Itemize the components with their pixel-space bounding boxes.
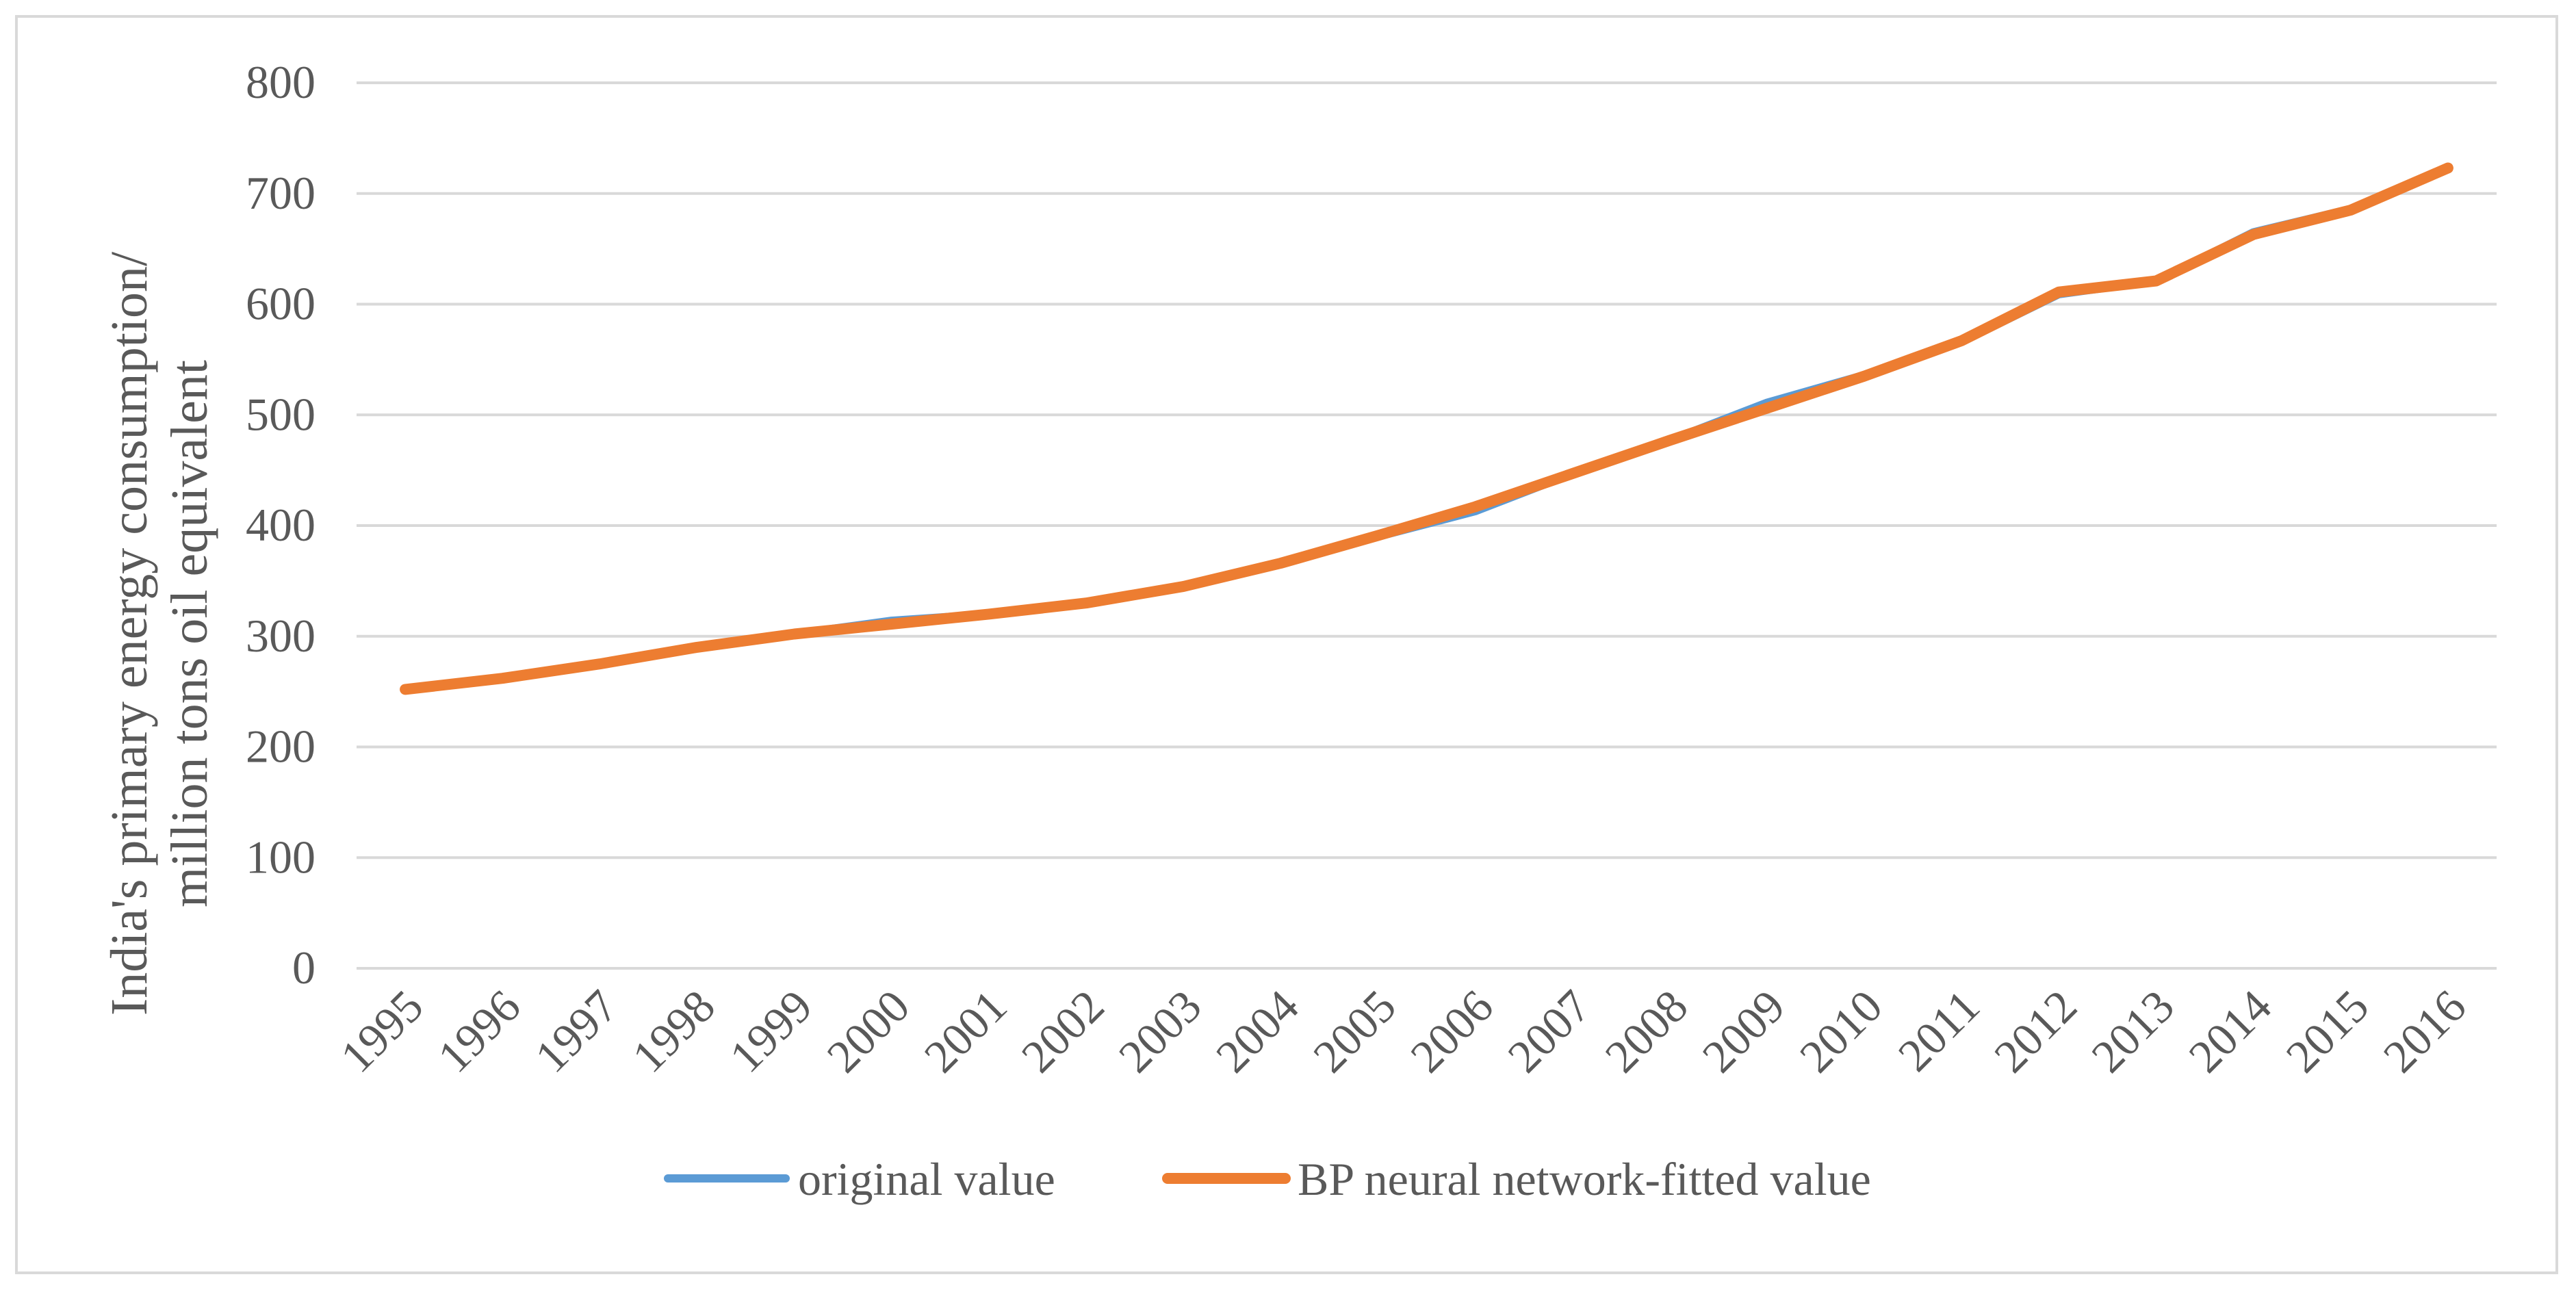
data-point: [2447, 167, 2449, 169]
data-point: [1669, 439, 1671, 441]
legend-label: BP neural network-fitted value: [1298, 1153, 1871, 1205]
x-tick-label: 2010: [1790, 980, 1892, 1083]
x-tick-label: 2016: [2373, 980, 2476, 1083]
data-point: [1961, 339, 1963, 341]
x-tick-label: 2014: [2178, 980, 2281, 1083]
x-tick-label: 2004: [1206, 980, 1309, 1083]
x-tick-label: 2003: [1109, 980, 1211, 1083]
y-tick-label: 700: [246, 167, 315, 219]
y-tick-label: 400: [246, 499, 315, 551]
x-tick-label: 2007: [1497, 980, 1600, 1083]
data-point: [988, 613, 990, 615]
y-axis-title-line-2: million tons oil equivalent: [161, 360, 218, 907]
y-tick-label: 200: [246, 721, 315, 773]
x-axis-ticks: 1995199619971998199920002001200220032004…: [331, 980, 2476, 1083]
x-tick-label: 2012: [1984, 980, 2087, 1083]
x-tick-label: 1995: [331, 980, 433, 1083]
data-point: [2155, 280, 2157, 282]
data-point: [1377, 534, 1379, 537]
series-line-original-value: [401, 162, 2452, 694]
data-point: [502, 677, 504, 680]
data-point: [793, 633, 795, 635]
x-tick-label: 2000: [816, 980, 919, 1083]
x-tick-label: 1996: [428, 980, 530, 1083]
y-tick-label: 100: [246, 831, 315, 883]
x-tick-label: 1997: [525, 980, 628, 1083]
data-point: [2058, 291, 2060, 293]
y-axis-title-line-1: India's primary energy consumption/: [101, 251, 158, 1016]
y-tick-label: 300: [246, 610, 315, 662]
chart-frame: 0 100 200 300 400 500 600 700 800 1995 1996 1997 19…: [15, 15, 2558, 1274]
data-point: [890, 623, 892, 625]
y-tick-label: 600: [246, 278, 315, 330]
data-point: [1766, 407, 1768, 409]
x-tick-label: 2001: [914, 980, 1017, 1083]
x-tick-label: 2005: [1303, 980, 1406, 1083]
data-point: [404, 688, 407, 690]
data-point: [1183, 585, 1185, 587]
x-tick-label: 2015: [2276, 980, 2378, 1083]
data-point: [1571, 472, 1573, 474]
y-axis-ticks: 0 100 200 300 400 500 600 700 800: [246, 56, 315, 994]
x-tick-label: 2011: [1888, 980, 1989, 1081]
y-tick-label: 0: [292, 942, 315, 994]
y-axis-title: India's primary energy consumption/ mill…: [101, 251, 218, 1016]
data-point: [2252, 233, 2254, 235]
data-point: [1864, 375, 1866, 377]
data-point: [1280, 562, 1282, 564]
x-tick-label: 1999: [719, 980, 822, 1083]
y-tick-label: 800: [246, 56, 315, 108]
data-point: [1474, 506, 1476, 508]
x-tick-label: 2002: [1012, 980, 1114, 1083]
x-tick-label: 1998: [622, 980, 725, 1083]
series-lines: [400, 162, 2453, 695]
x-tick-label: 2009: [1692, 980, 1795, 1083]
data-point: [1085, 602, 1087, 604]
x-tick-label: 2013: [2081, 980, 2184, 1083]
data-point: [696, 646, 698, 648]
legend: original value BP neural network-fitted v…: [664, 1153, 1871, 1205]
y-tick-label: 500: [246, 388, 315, 440]
data-point: [2349, 209, 2352, 211]
series-line-bp-fitted-value: [400, 162, 2453, 695]
x-tick-label: 2008: [1595, 980, 1698, 1083]
data-point: [599, 663, 601, 665]
legend-label: original value: [798, 1153, 1055, 1205]
x-tick-label: 2006: [1400, 980, 1503, 1083]
